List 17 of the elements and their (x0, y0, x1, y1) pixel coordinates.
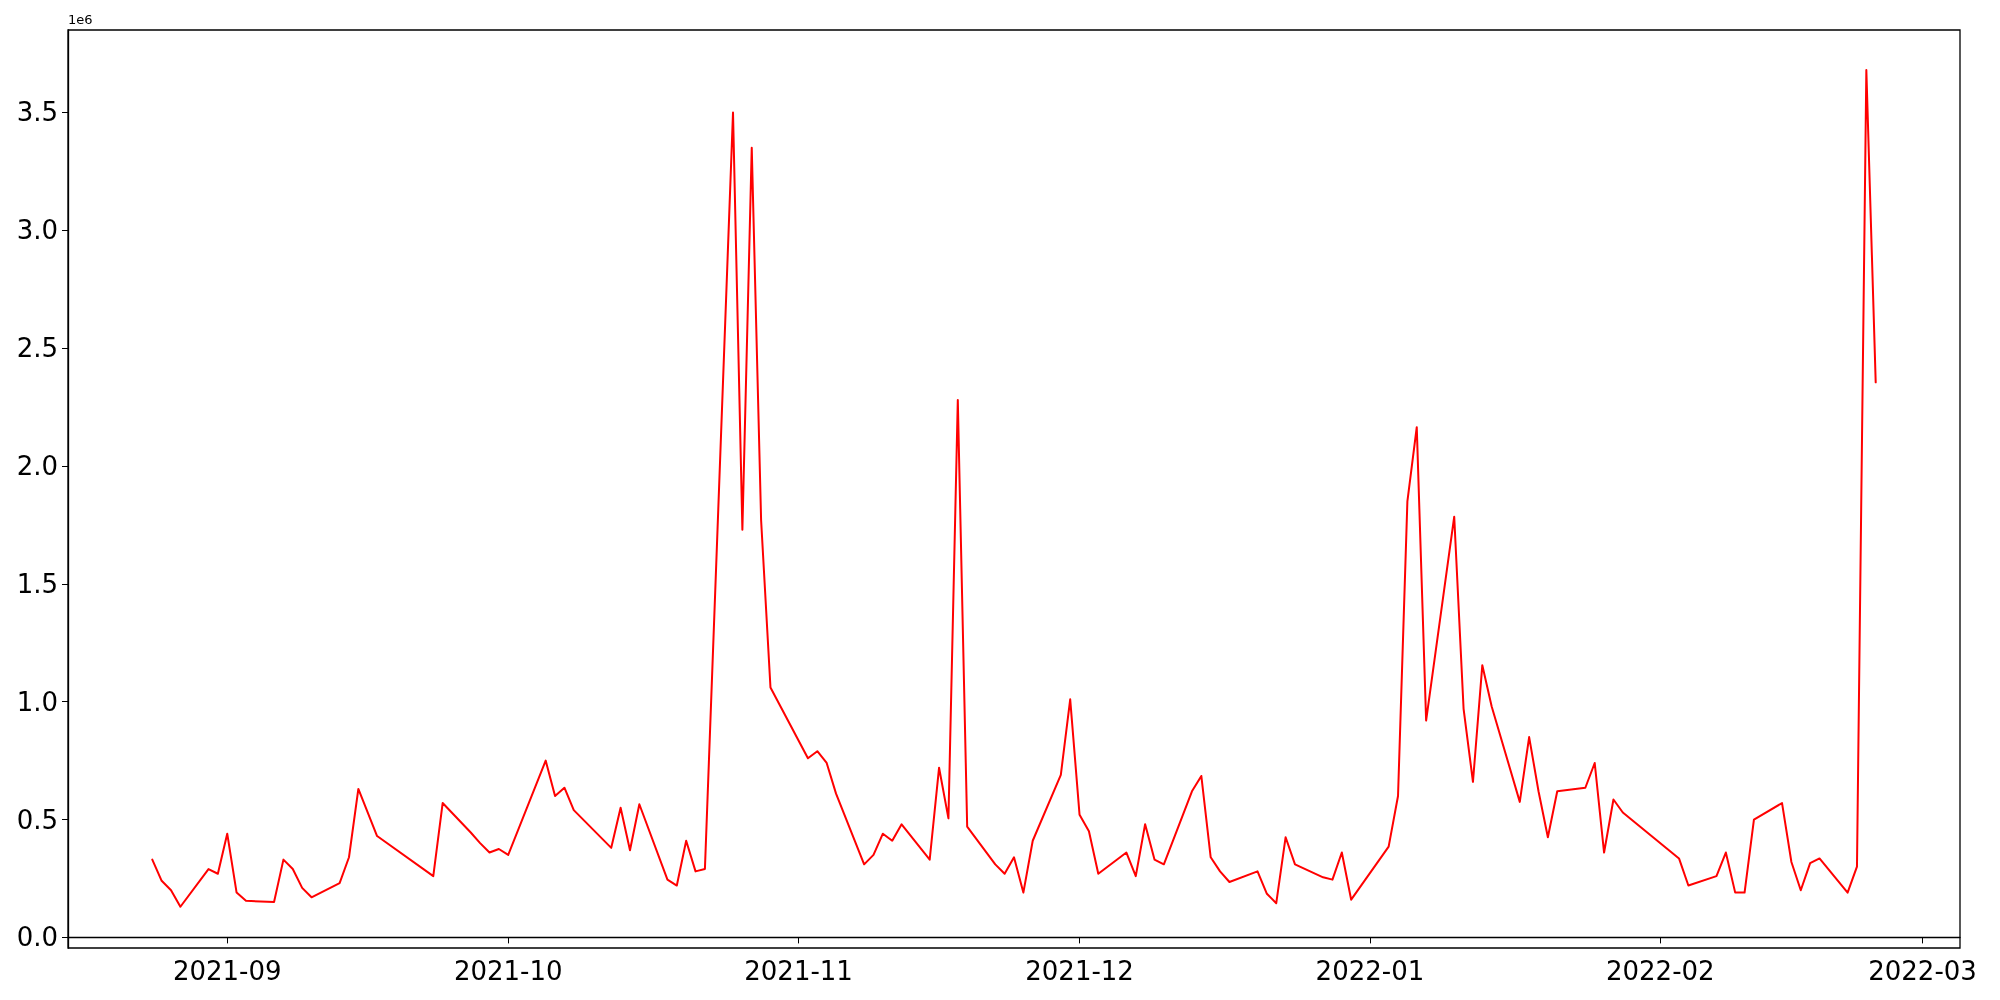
line-series (151, 69, 1877, 908)
y-tick-label: 2.0 (16, 451, 58, 482)
y-tick-label: 2.5 (16, 333, 58, 364)
y-tick-label: 1.5 (16, 568, 58, 599)
x-tick-label: 2022-03 (1868, 956, 1977, 986)
text: 1e6 (68, 12, 93, 27)
x-tick-label: 2022-01 (1315, 956, 1425, 986)
y-tick-label: 1.0 (16, 686, 58, 717)
x-tick-label: 2021-11 (744, 956, 853, 986)
y-tick-label: 3.5 (16, 97, 58, 128)
y-tick-label: 0.5 (16, 804, 58, 835)
x-tick-label: 2021-12 (1025, 956, 1134, 986)
y-tick-label: 0.0 (16, 922, 58, 953)
x-tick-label: 2022-02 (1605, 956, 1715, 986)
y-tick-label: 3.0 (16, 215, 58, 246)
x-tick-label: 2021-10 (453, 956, 563, 986)
x-tick-label: 2021-09 (172, 956, 282, 986)
